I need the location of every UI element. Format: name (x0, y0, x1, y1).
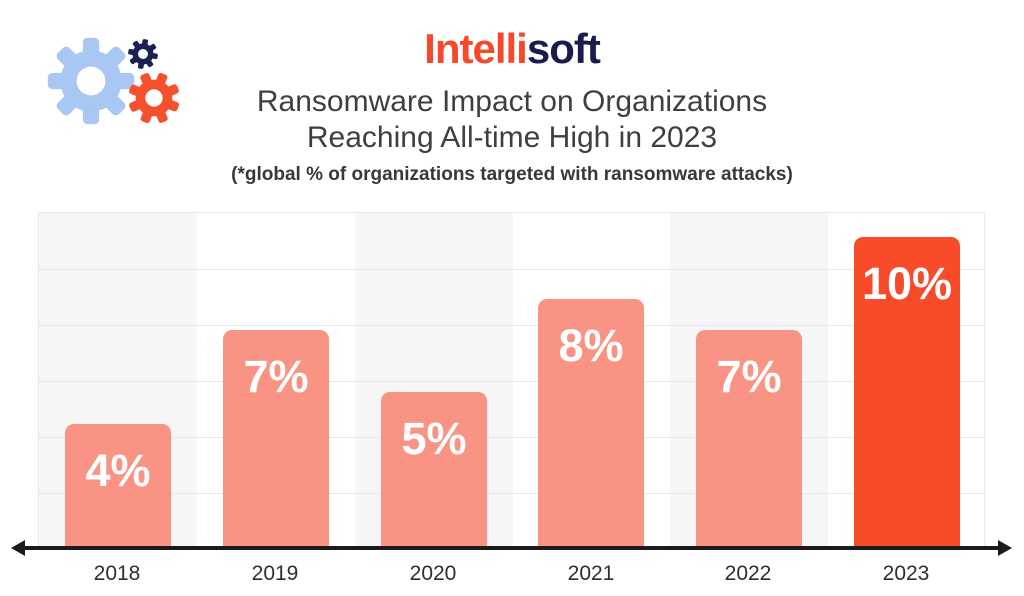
x-tick-label-2023: 2023 (882, 562, 930, 585)
x-tick-label-2022: 2022 (724, 562, 772, 585)
bar-2020: 5% (381, 392, 487, 548)
bar-2021: 8% (538, 299, 644, 548)
x-tick-label-2019: 2019 (251, 562, 299, 585)
chart-title-line2: Reaching All-time High in 2023 (306, 121, 718, 154)
gridline (39, 381, 984, 382)
chart-title: Ransomware Impact on Organizations Reach… (0, 84, 1024, 156)
bar-value-label: 7% (716, 351, 782, 402)
brand-name: Intellisoft (0, 28, 1024, 70)
brand-name-part1: Intelli (424, 25, 528, 72)
bar-value-label: 8% (558, 320, 624, 371)
x-axis (11, 540, 1012, 556)
gridline (39, 325, 984, 326)
x-tick-label-2021: 2021 (567, 562, 615, 585)
axis-arrow-left-icon (11, 540, 25, 556)
bar-2019: 7% (223, 330, 329, 548)
bar-value-label: 10% (861, 258, 953, 309)
bar-value-label: 7% (243, 351, 309, 402)
gridline (39, 437, 984, 438)
x-axis-labels: 2018 2019 2020 2021 2022 2023 (38, 562, 985, 590)
chart-title-line1: Ransomware Impact on Organizations (256, 85, 768, 118)
bar-2018: 4% (65, 424, 171, 548)
gridline (39, 493, 984, 494)
bar-2023: 10% (854, 237, 960, 548)
x-tick-label-2020: 2020 (409, 562, 457, 585)
brand-name-part2: soft (526, 25, 601, 72)
bar-chart: 4% 7% 5% 8% 7% 10% 2018 2019 2020 2021 2022 2023 (11, 212, 1012, 585)
bar-2022: 7% (696, 330, 802, 548)
gridline (39, 269, 984, 270)
x-tick-label-2018: 2018 (93, 562, 141, 585)
plot-area: 4% 7% 5% 8% 7% 10% (38, 212, 985, 548)
chart-subtitle: (*global % of organizations targeted wit… (231, 164, 793, 185)
axis-arrow-right-icon (998, 540, 1012, 556)
bar-value-label: 4% (85, 445, 151, 496)
bar-value-label: 5% (401, 413, 467, 464)
